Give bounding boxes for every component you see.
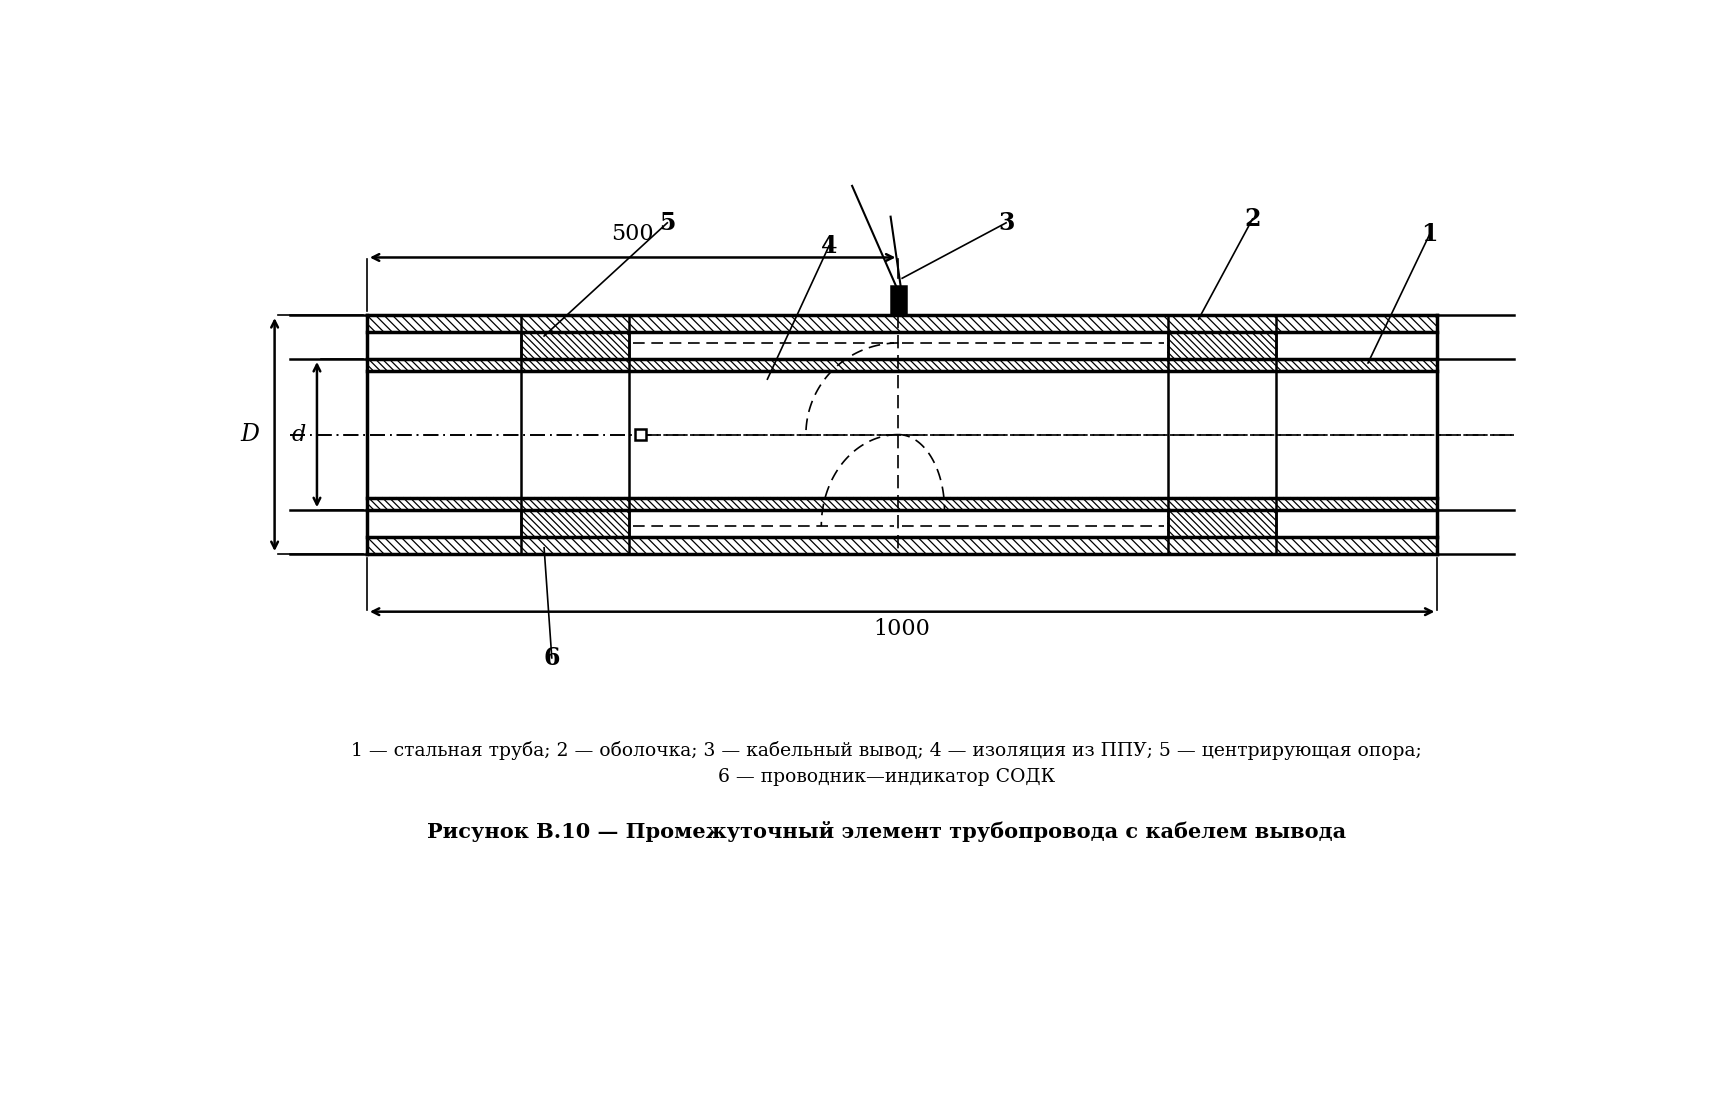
Bar [635, 430, 645, 440]
Text: 1 — стальная труба; 2 — оболочка; 3 — кабельный вывод; 4 — изоляция из ППУ; 5 — : 1 — стальная труба; 2 — оболочка; 3 — ка… [351, 741, 1422, 760]
Text: 4: 4 [820, 234, 837, 258]
Polygon shape [1168, 332, 1275, 359]
Polygon shape [367, 316, 1436, 554]
Polygon shape [367, 498, 1436, 510]
Polygon shape [521, 510, 628, 537]
Polygon shape [367, 316, 1436, 332]
Text: 5: 5 [659, 210, 675, 235]
Bar [891, 286, 905, 316]
Text: 6: 6 [543, 646, 561, 670]
Text: 6 — проводник—индикатор СОДК: 6 — проводник—индикатор СОДК [718, 769, 1055, 787]
Polygon shape [1168, 510, 1275, 537]
Text: Рисунок В.10 — Промежуточный элемент трубопровода с кабелем вывода: Рисунок В.10 — Промежуточный элемент тру… [427, 820, 1346, 841]
Text: 1000: 1000 [874, 618, 931, 640]
Text: 500: 500 [611, 223, 654, 245]
Polygon shape [367, 537, 1436, 554]
Polygon shape [521, 332, 628, 359]
Polygon shape [367, 359, 1436, 372]
Text: D: D [240, 423, 260, 446]
Text: 3: 3 [996, 210, 1014, 235]
Text: 2: 2 [1244, 207, 1259, 231]
Text: 1: 1 [1420, 223, 1438, 246]
Text: d: d [292, 424, 306, 445]
